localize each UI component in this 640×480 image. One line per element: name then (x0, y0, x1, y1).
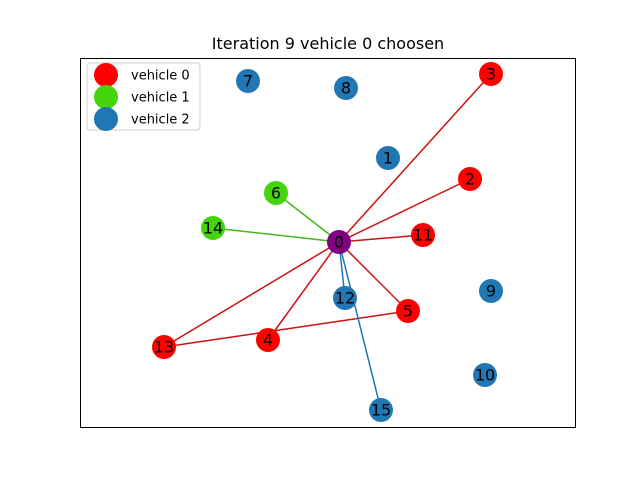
node-9: 9 (479, 279, 503, 303)
node-3: 3 (479, 62, 503, 86)
diagram-title: Iteration 9 vehicle 0 choosen (212, 34, 444, 53)
edge-0-2 (338, 178, 471, 243)
node-12: 12 (333, 286, 357, 310)
node-label: 14 (203, 219, 223, 238)
node-label: 1 (383, 149, 393, 168)
legend: vehicle 0 vehicle 1 vehicle 2 (86, 62, 201, 131)
node-label: 6 (271, 184, 281, 203)
node-circle (201, 216, 225, 240)
edge-0-4 (267, 241, 340, 341)
legend-label: vehicle 1 (131, 91, 190, 106)
node-8: 8 (334, 76, 358, 100)
node-label: 13 (154, 338, 174, 357)
node-label: 11 (413, 226, 433, 245)
node-circle (256, 328, 280, 352)
edge-0-14 (212, 227, 340, 243)
node-circle (473, 363, 497, 387)
legend-marker (94, 107, 118, 131)
node-5: 5 (396, 299, 420, 323)
node-circle (334, 76, 358, 100)
node-4: 4 (256, 328, 280, 352)
node-0: 0 (327, 230, 351, 254)
legend-label: vehicle 2 (131, 113, 190, 128)
legend-marker (94, 85, 118, 109)
node-label: 12 (335, 289, 355, 308)
node-14: 14 (201, 216, 225, 240)
node-label: 15 (371, 401, 391, 420)
node-label: 10 (475, 366, 495, 385)
node-circle (411, 223, 435, 247)
legend-label: vehicle 0 (131, 69, 190, 84)
edge-0-6 (275, 192, 340, 243)
node-circle (479, 62, 503, 86)
node-label: 2 (465, 170, 475, 189)
node-circle (369, 398, 393, 422)
node-label: 4 (263, 331, 273, 350)
node-13: 13 (152, 335, 176, 359)
node-circle (264, 181, 288, 205)
node-circle (396, 299, 420, 323)
edge-0-3 (338, 73, 492, 243)
edge-0-13 (163, 241, 340, 348)
legend-marker (94, 63, 118, 87)
node-label: 7 (243, 72, 253, 91)
node-label: 0 (334, 233, 344, 252)
edge-13-5 (163, 310, 409, 348)
edge-0-15 (338, 241, 382, 411)
node-label: 9 (486, 282, 496, 301)
node-11: 11 (411, 223, 435, 247)
node-label: 3 (486, 65, 496, 84)
node-7: 7 (236, 69, 260, 93)
node-circle (236, 69, 260, 93)
node-circle (152, 335, 176, 359)
node-2: 2 (458, 167, 482, 191)
edge-0-5 (338, 241, 409, 312)
node-circle (376, 146, 400, 170)
node-6: 6 (264, 181, 288, 205)
node-label: 5 (403, 302, 413, 321)
node-10: 10 (473, 363, 497, 387)
node-circle (458, 167, 482, 191)
node-label: 8 (341, 79, 351, 98)
node-15: 15 (369, 398, 393, 422)
node-1: 1 (376, 146, 400, 170)
node-circle (333, 286, 357, 310)
edge-0-11 (338, 234, 424, 243)
node-circle (327, 230, 351, 254)
node-circle (479, 279, 503, 303)
